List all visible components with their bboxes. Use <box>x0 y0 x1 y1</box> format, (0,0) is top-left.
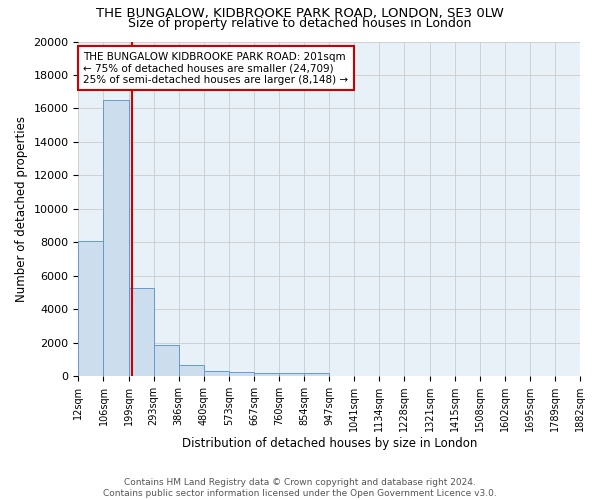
Text: THE BUNGALOW KIDBROOKE PARK ROAD: 201sqm
← 75% of detached houses are smaller (2: THE BUNGALOW KIDBROOKE PARK ROAD: 201sqm… <box>83 52 349 84</box>
Bar <box>179 364 204 376</box>
Bar <box>254 373 279 376</box>
Y-axis label: Number of detached properties: Number of detached properties <box>15 116 28 302</box>
Bar <box>154 346 179 376</box>
Text: Size of property relative to detached houses in London: Size of property relative to detached ho… <box>128 18 472 30</box>
Bar <box>103 100 128 376</box>
Text: Contains HM Land Registry data © Crown copyright and database right 2024.
Contai: Contains HM Land Registry data © Crown c… <box>103 478 497 498</box>
Bar <box>304 374 329 376</box>
Bar <box>79 240 103 376</box>
Text: THE BUNGALOW, KIDBROOKE PARK ROAD, LONDON, SE3 0LW: THE BUNGALOW, KIDBROOKE PARK ROAD, LONDO… <box>96 8 504 20</box>
X-axis label: Distribution of detached houses by size in London: Distribution of detached houses by size … <box>182 437 477 450</box>
Bar <box>229 372 254 376</box>
Bar <box>279 374 304 376</box>
Bar <box>204 371 229 376</box>
Bar <box>128 288 154 376</box>
